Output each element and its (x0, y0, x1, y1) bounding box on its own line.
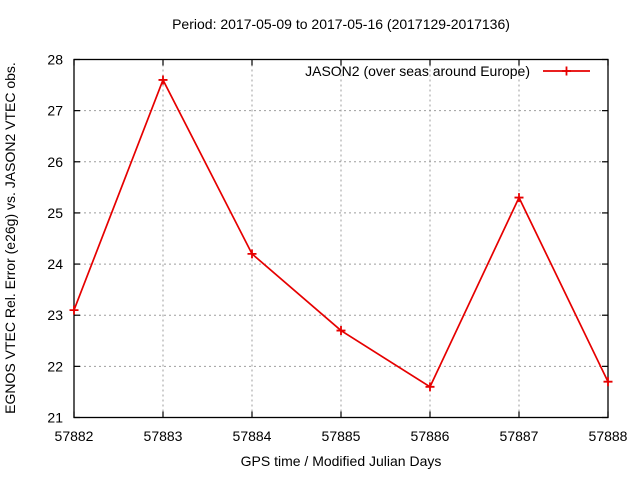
x-axis-label: GPS time / Modified Julian Days (241, 453, 442, 469)
legend-series-label: JASON2 (over seas around Europe) (305, 63, 530, 79)
y-tick-label: 25 (47, 205, 63, 221)
axis-ticks (73, 58, 609, 419)
y-tick-label: 26 (47, 154, 63, 170)
y-tick-labels: 21 22 23 24 25 26 27 28 (47, 52, 63, 426)
data-point-marker (69, 305, 79, 315)
data-point-marker (603, 377, 613, 387)
x-tick-label: 57883 (144, 428, 183, 444)
x-tick-label: 57884 (233, 428, 272, 444)
y-tick-label: 21 (47, 410, 63, 426)
x-tick-label: 57886 (411, 428, 450, 444)
y-axis-label: EGNOS VTEC Rel. Error (e26g) vs. JASON2 … (2, 62, 18, 414)
data-series-jason2 (69, 75, 613, 392)
x-tick-labels: 57882 57883 57884 57885 57886 57887 57888 (55, 428, 628, 444)
legend-sample-marker (562, 66, 571, 76)
x-tick-label: 57885 (322, 428, 361, 444)
data-point-marker (336, 326, 346, 336)
x-tick-label: 57887 (500, 428, 539, 444)
data-point-marker (425, 382, 435, 392)
data-point-marker (247, 249, 257, 259)
x-tick-label: 57882 (55, 428, 94, 444)
x-tick-label: 57888 (589, 428, 628, 444)
y-tick-label: 27 (47, 103, 63, 119)
chart-title: Period: 2017-05-09 to 2017-05-16 (201712… (172, 16, 510, 32)
y-tick-label: 22 (47, 358, 63, 374)
plot-border (73, 58, 609, 419)
y-tick-label: 23 (47, 307, 63, 323)
y-tick-label: 28 (47, 52, 63, 68)
grid-lines (74, 59, 608, 418)
y-tick-label: 24 (47, 256, 63, 272)
legend-line-sample-icon (543, 66, 590, 76)
legend: JASON2 (over seas around Europe) (305, 63, 590, 79)
data-point-marker (158, 75, 168, 85)
data-point-marker (514, 193, 524, 203)
